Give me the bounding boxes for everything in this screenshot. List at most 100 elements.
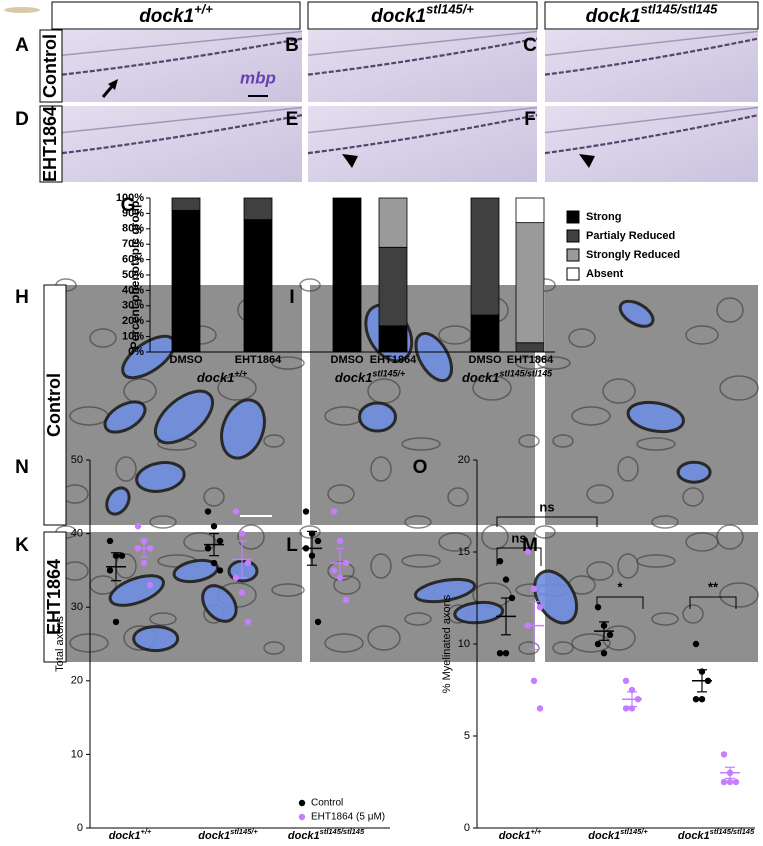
column-header: dock1+/+ [139, 2, 213, 27]
legend-marker [298, 813, 306, 821]
em-texture [716, 524, 744, 550]
myelin-tract [544, 114, 759, 155]
y-tick-label: 40 [71, 528, 83, 540]
bar-segment [470, 197, 500, 316]
gene-name: dock1 [335, 370, 373, 385]
em-texture [586, 561, 614, 581]
em-texture [149, 515, 177, 529]
myelinated-axon [676, 460, 712, 484]
myelinated-axon [414, 331, 454, 383]
myelin-tract [544, 37, 759, 76]
em-texture [472, 375, 512, 401]
data-point [140, 559, 148, 567]
data-point [502, 650, 510, 657]
data-point [216, 537, 224, 545]
group-label: dock1stl145/stl145 [678, 827, 755, 842]
data-point [244, 559, 252, 567]
bar-segment [243, 197, 273, 220]
em-texture [481, 524, 509, 550]
data-point [594, 640, 602, 648]
genotype: stl145/+ [372, 369, 405, 379]
myelinated-axon [220, 398, 266, 460]
data-point [496, 558, 504, 565]
em-texture [299, 278, 321, 292]
em-texture [651, 515, 679, 529]
em-texture [237, 524, 265, 550]
data-point [692, 696, 700, 703]
data-point [692, 640, 700, 648]
myelinated-axon [453, 600, 505, 625]
em-texture [69, 633, 109, 653]
data-point [622, 677, 630, 684]
y-tick-label: 0 [77, 822, 83, 834]
genotype: +/+ [234, 369, 247, 379]
legend-label: Partialy Reduced [586, 230, 675, 242]
em-texture [586, 484, 614, 504]
em-texture [571, 633, 611, 653]
legend-label: Strongly Reduced [586, 249, 680, 261]
y-tick-label: 20 [458, 454, 470, 466]
larva-icon [4, 7, 40, 13]
genotype: +/+ [194, 2, 213, 17]
genotype: stl145/stl145 [500, 369, 554, 379]
legend-label: Strong [586, 211, 621, 223]
em-texture [404, 612, 432, 626]
em-texture [719, 582, 759, 608]
data-point [314, 618, 322, 626]
em-texture [324, 633, 364, 653]
x-tick-label: EHT1864 [235, 354, 282, 366]
em-texture [401, 554, 441, 568]
group-label: dock1stl145/+ [335, 369, 405, 386]
bar-segment [378, 197, 408, 248]
panel-letter: I [289, 287, 294, 308]
y-tick-label: 10 [71, 748, 83, 760]
arrowhead-marker [342, 154, 358, 168]
gene-name: dock1 [139, 6, 194, 27]
row-label-box [39, 29, 63, 103]
em-texture [568, 328, 596, 348]
y-tick-label: 5 [464, 730, 470, 742]
data-point [204, 545, 212, 552]
embryo-image [545, 106, 758, 182]
row-label: Control [40, 34, 60, 98]
data-point [210, 559, 218, 567]
gene-name: dock1 [288, 830, 320, 842]
embryo-image [62, 106, 302, 182]
column-header: dock1stl145/+ [371, 2, 474, 27]
column-header-box [307, 1, 538, 30]
significance-bracket [496, 547, 542, 566]
data-point [106, 537, 114, 545]
column-header: dock1stl145/stl145 [586, 2, 719, 27]
data-point [232, 508, 240, 515]
em-texture [617, 456, 639, 482]
data-point [238, 589, 246, 596]
bar-segment [243, 219, 273, 353]
group-label: dock1stl145/+ [198, 827, 258, 842]
bar-segment [332, 197, 362, 353]
row-label-box [39, 105, 63, 183]
em-texture [617, 553, 639, 579]
data-point [238, 530, 246, 537]
panel-letter: C [523, 35, 537, 56]
em-texture [370, 553, 392, 579]
legend-swatch [566, 267, 580, 281]
em-texture [685, 532, 719, 552]
embryo-image [62, 30, 302, 102]
panel-letter: A [15, 35, 29, 56]
y-tick-label: 50% [122, 269, 144, 281]
group-label: dock1stl145/+ [588, 827, 648, 842]
myelinated-axon [135, 461, 186, 493]
significance-label: ** [708, 579, 719, 594]
row-label: EHT1864 [44, 559, 64, 635]
y-axis-title: Total axons [54, 616, 66, 672]
data-point [720, 778, 728, 786]
em-texture [89, 328, 117, 348]
panel-letter: E [286, 109, 299, 130]
legend-swatch [566, 229, 580, 243]
em-image [66, 532, 302, 662]
legend-swatch [566, 248, 580, 262]
data-point [146, 581, 154, 589]
data-point [232, 574, 240, 581]
em-texture [370, 456, 392, 482]
